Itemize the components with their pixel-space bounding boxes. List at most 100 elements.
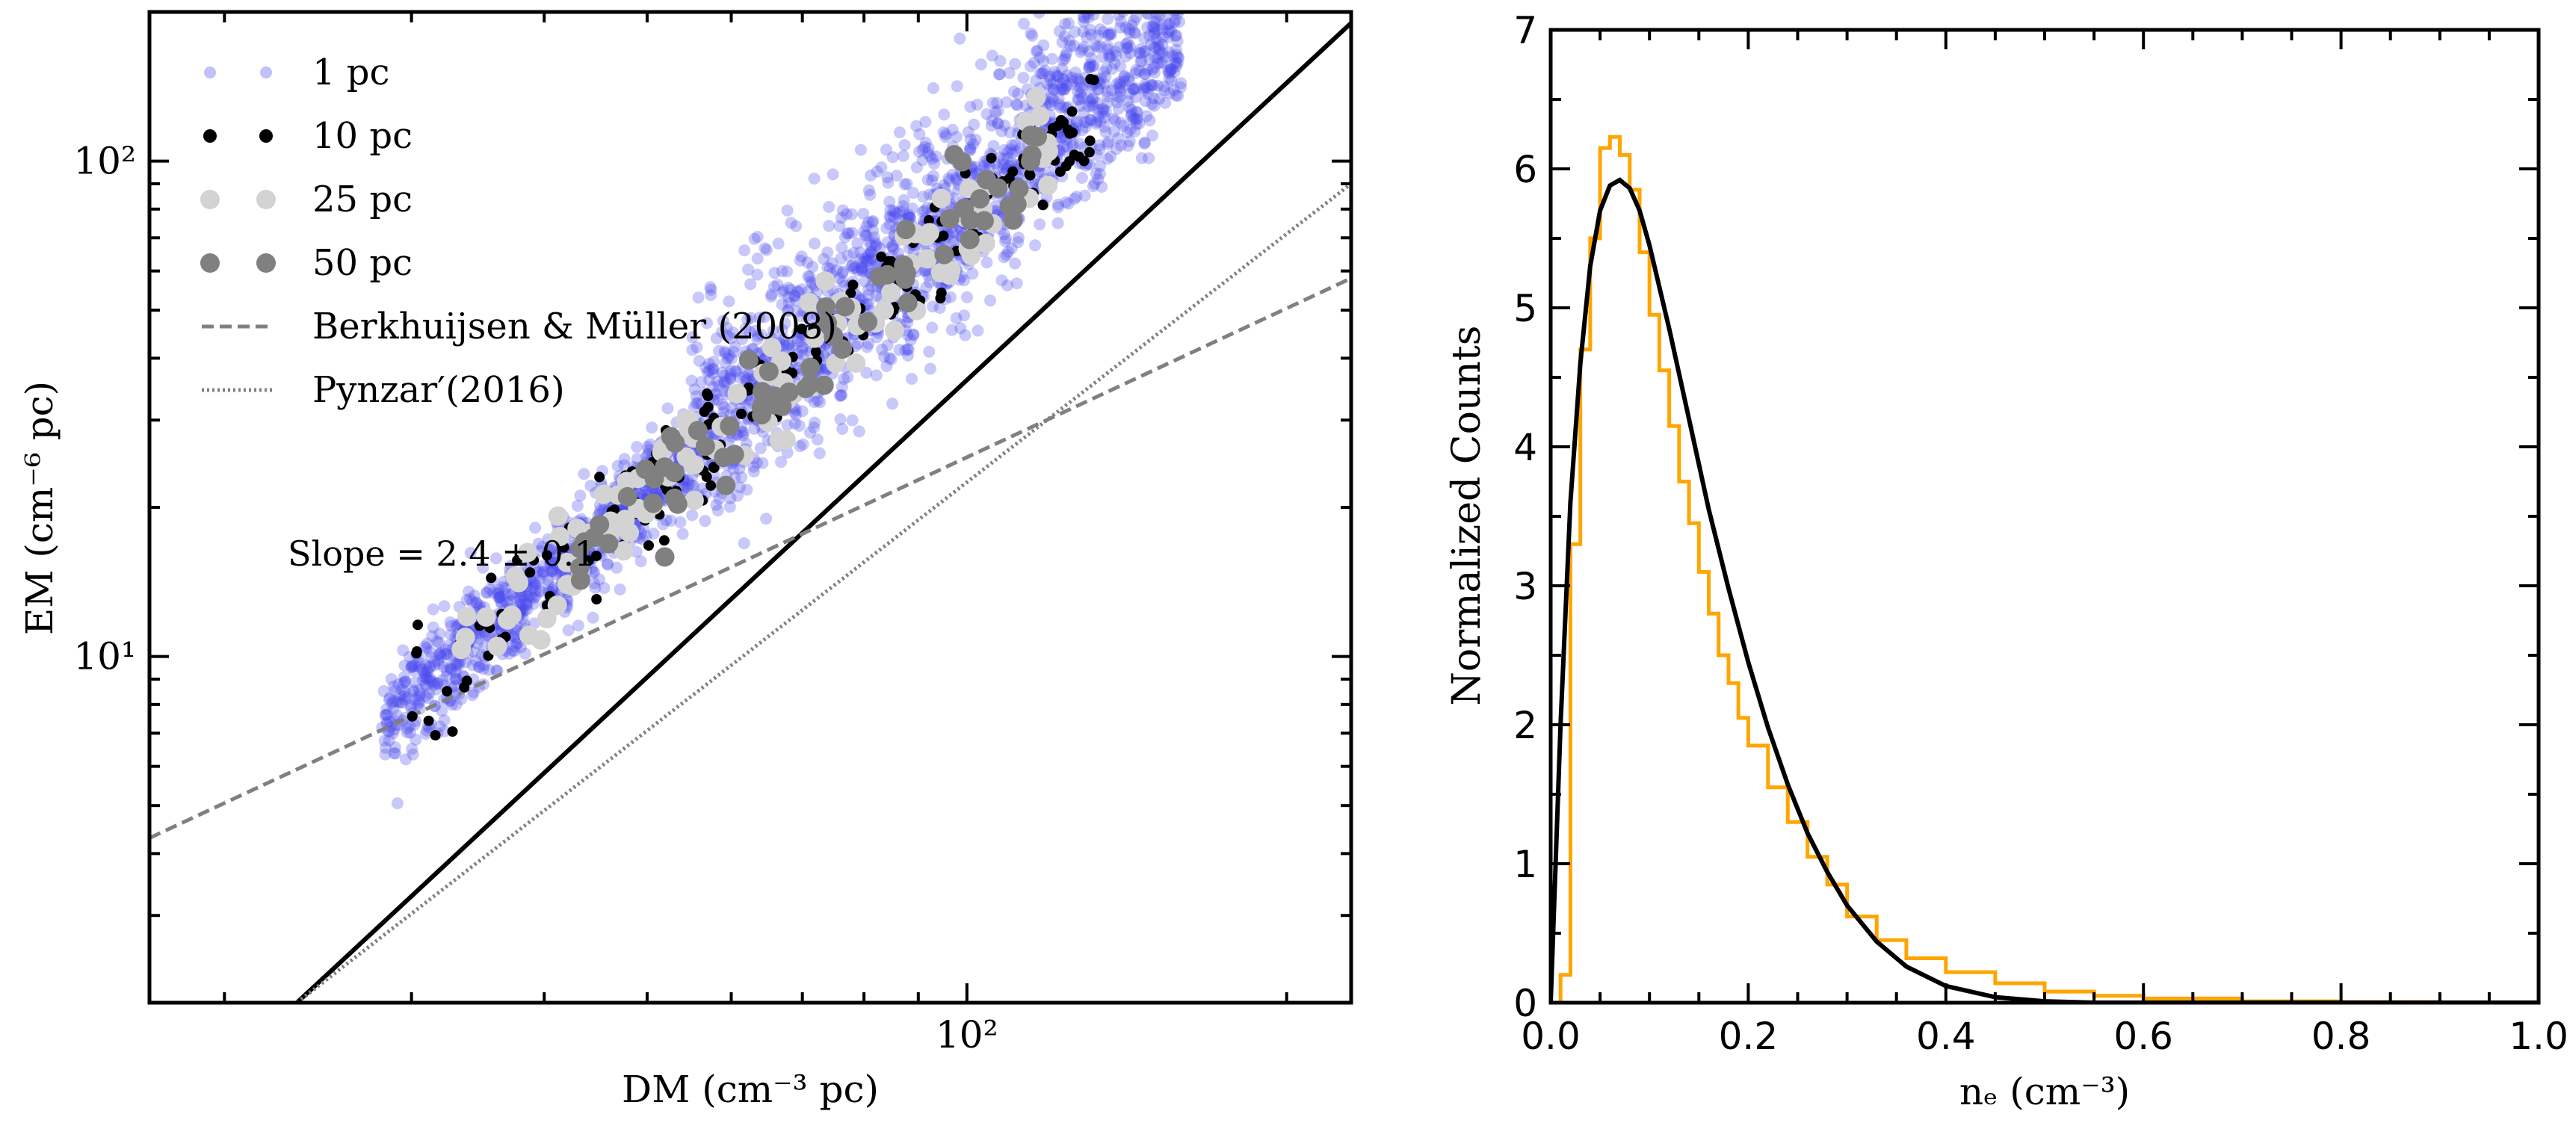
point-1pc [1102, 90, 1114, 103]
point-1pc [1087, 59, 1100, 72]
point-1pc [845, 208, 858, 220]
point-1pc [904, 334, 917, 346]
point-1pc [435, 646, 448, 659]
point-1pc [859, 252, 871, 264]
point-1pc [865, 254, 877, 267]
point-1pc [858, 226, 871, 238]
point-1pc [518, 604, 531, 617]
point-1pc [686, 331, 699, 344]
point-1pc [853, 246, 866, 259]
point-1pc [785, 283, 797, 296]
point-50pc [1021, 126, 1040, 146]
point-1pc [386, 697, 398, 710]
point-1pc [883, 218, 896, 231]
point-1pc [1081, 92, 1094, 105]
point-1pc [451, 657, 464, 669]
point-1pc [1156, 23, 1169, 36]
point-1pc [407, 748, 419, 761]
point-1pc [431, 677, 444, 690]
point-25pc [676, 447, 696, 467]
point-1pc [924, 149, 936, 162]
point-1pc [713, 344, 726, 357]
point-1pc [398, 677, 410, 690]
point-1pc [703, 374, 716, 386]
point-1pc [421, 664, 433, 677]
point-10pc [413, 619, 423, 631]
point-1pc [751, 268, 764, 281]
point-1pc [738, 537, 750, 550]
legend-marker [260, 66, 272, 78]
point-1pc [407, 684, 420, 696]
point-1pc [964, 141, 977, 154]
point-1pc [419, 668, 432, 681]
point-1pc [537, 566, 549, 578]
point-1pc [1099, 126, 1112, 138]
point-1pc [1092, 111, 1105, 123]
point-1pc [859, 229, 871, 241]
point-1pc [544, 558, 557, 571]
point-1pc [509, 640, 522, 653]
point-1pc [833, 390, 846, 402]
point-1pc [741, 483, 753, 496]
point-1pc [1084, 60, 1096, 72]
point-1pc [922, 142, 935, 155]
point-1pc [853, 253, 866, 265]
point-50pc [800, 374, 820, 395]
point-1pc [718, 377, 731, 389]
point-1pc [398, 693, 411, 705]
histogram-step-line [1551, 134, 2539, 1003]
point-1pc [690, 390, 702, 403]
point-1pc [718, 369, 731, 382]
point-1pc [794, 254, 806, 267]
point-1pc [771, 279, 784, 291]
point-10pc [845, 288, 856, 299]
point-1pc [951, 80, 963, 93]
point-50pc [1007, 194, 1027, 214]
point-1pc [1112, 132, 1125, 145]
point-1pc [777, 332, 790, 345]
point-10pc [847, 279, 859, 291]
point-1pc [1146, 98, 1158, 111]
point-25pc [550, 527, 570, 546]
point-1pc [1081, 31, 1093, 43]
point-1pc [1145, 78, 1158, 91]
point-1pc [1093, 167, 1106, 180]
point-10pc [986, 152, 997, 164]
point-1pc [1171, 35, 1184, 48]
point-1pc [439, 648, 451, 661]
point-1pc [528, 592, 540, 604]
point-1pc [504, 595, 517, 607]
point-1pc [1109, 46, 1122, 58]
point-1pc [926, 152, 939, 165]
point-1pc [883, 352, 896, 365]
point-1pc [937, 126, 950, 139]
point-25pc [884, 321, 904, 341]
point-1pc [845, 260, 858, 273]
point-1pc [989, 199, 1002, 212]
point-1pc [421, 666, 434, 678]
point-1pc [1137, 84, 1150, 96]
point-1pc [851, 237, 864, 250]
point-1pc [1162, 26, 1175, 39]
point-1pc [967, 137, 980, 150]
point-1pc [1130, 64, 1143, 76]
point-1pc [1085, 28, 1097, 41]
point-1pc [864, 188, 877, 201]
point-1pc [426, 675, 439, 687]
point-1pc [438, 714, 451, 727]
point-1pc [805, 276, 818, 288]
point-1pc [898, 139, 911, 152]
point-1pc [846, 414, 859, 427]
point-1pc [992, 105, 1004, 117]
point-1pc [618, 453, 631, 465]
point-1pc [406, 743, 418, 755]
point-1pc [901, 316, 914, 329]
point-1pc [795, 335, 808, 348]
point-25pc [939, 265, 960, 285]
point-1pc [1006, 139, 1019, 152]
point-10pc [1084, 135, 1096, 146]
point-1pc [923, 345, 936, 358]
point-1pc [838, 279, 850, 292]
point-1pc [1138, 67, 1151, 80]
left-plot-area [149, 12, 1351, 1003]
